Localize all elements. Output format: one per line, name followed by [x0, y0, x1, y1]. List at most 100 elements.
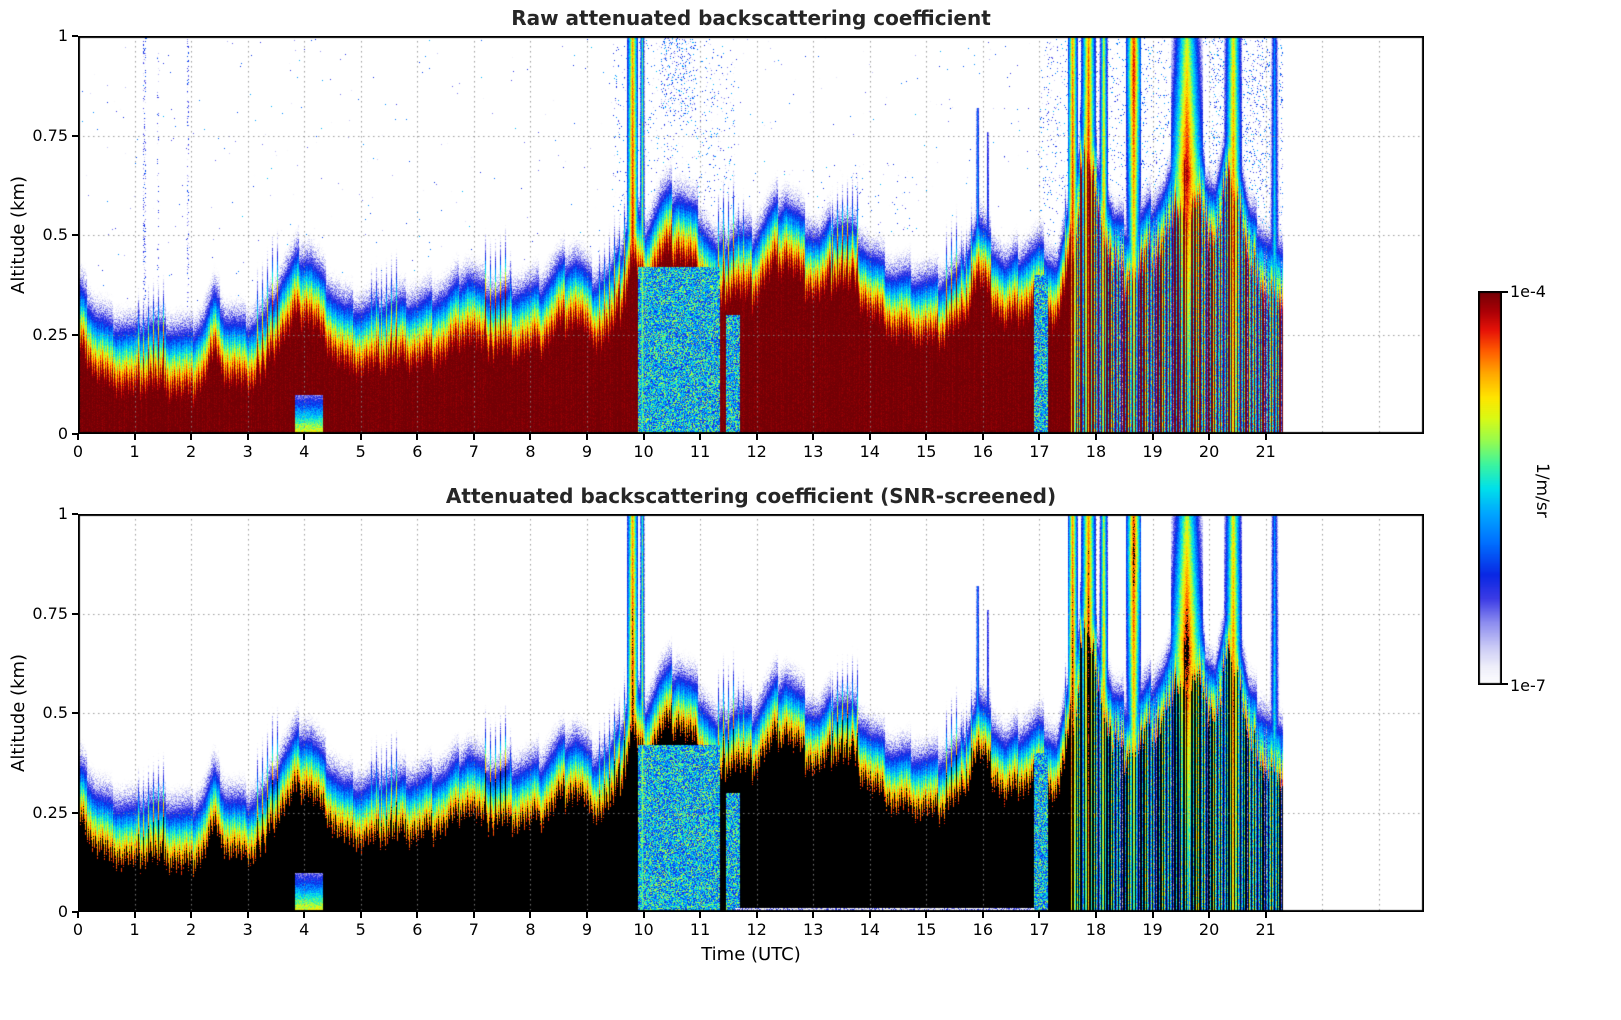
x-tick-mark — [77, 912, 79, 918]
x-tick-label: 0 — [72, 920, 84, 939]
colorbar-max-tick — [1502, 291, 1508, 293]
y-tick-mark — [72, 433, 78, 435]
x-tick-mark — [642, 912, 645, 918]
x-tick-mark — [1094, 912, 1097, 918]
y-tick-mark — [72, 612, 78, 615]
x-tick-label: 1 — [129, 442, 140, 461]
x-tick-mark — [77, 434, 79, 440]
x-tick-label: 4 — [299, 920, 310, 939]
y-tick-mark — [72, 134, 78, 137]
x-tick-label: 20 — [1198, 920, 1220, 939]
x-tick-mark — [303, 912, 306, 918]
y-tick-mark — [72, 333, 78, 336]
x-tick-label: 16 — [972, 442, 994, 461]
y-tick-label: 0.5 — [42, 703, 68, 722]
x-tick-mark — [246, 434, 249, 440]
x-tick-mark — [642, 434, 645, 440]
x-tick-mark — [529, 434, 532, 440]
x-tick-mark — [755, 434, 758, 440]
x-tick-mark — [1264, 434, 1267, 440]
y-tick-mark — [72, 911, 78, 913]
x-tick-label: 7 — [468, 920, 479, 939]
x-tick-mark — [1151, 912, 1154, 918]
x-tick-label: 9 — [581, 920, 593, 939]
x-tick-label: 11 — [689, 920, 711, 939]
x-tick-label: 15 — [916, 442, 937, 461]
x-tick-label: 18 — [1085, 442, 1107, 461]
x-tick-mark — [868, 434, 871, 440]
x-tick-mark — [1038, 434, 1041, 440]
x-tick-mark — [1038, 912, 1041, 918]
colorbar-min-tick — [1502, 683, 1508, 685]
x-tick-mark — [246, 912, 249, 918]
x-tick-label: 15 — [916, 920, 937, 939]
x-tick-label: 8 — [525, 920, 536, 939]
x-tick-label: 9 — [581, 442, 593, 461]
x-tick-mark — [812, 912, 815, 918]
x-tick-mark — [812, 434, 815, 440]
x-tick-label: 17 — [1029, 920, 1050, 939]
raw-panel-title: Raw attenuated backscattering coefficien… — [511, 6, 991, 30]
x-tick-label: 13 — [803, 442, 824, 461]
x-tick-mark — [1264, 912, 1267, 918]
x-tick-mark — [472, 912, 475, 918]
x-tick-label: 10 — [633, 920, 654, 939]
y-tick-label: 0.75 — [32, 603, 68, 623]
y-tick-label: 1 — [57, 504, 68, 523]
x-tick-label: 12 — [746, 920, 767, 939]
x-tick-mark — [1208, 434, 1211, 440]
x-tick-mark — [699, 434, 702, 440]
x-tick-label: 21 — [1255, 920, 1276, 939]
y-tick-mark — [72, 811, 78, 814]
x-tick-label: 8 — [525, 442, 536, 461]
x-tick-label: 12 — [746, 442, 767, 461]
colorbar-min-label: 1e-7 — [1510, 676, 1546, 695]
x-tick-label: 10 — [633, 442, 654, 461]
x-tick-label: 11 — [689, 442, 711, 461]
x-tick-mark — [190, 434, 193, 440]
x-tick-mark — [981, 434, 984, 440]
x-tick-mark — [359, 434, 362, 440]
x-tick-label: 5 — [355, 920, 366, 939]
x-tick-mark — [359, 912, 362, 918]
screened-panel-title: Attenuated backscattering coefficient (S… — [445, 484, 1057, 508]
colorbar-max-label: 1e-4 — [1510, 282, 1546, 301]
colorbar — [1478, 291, 1502, 685]
y-tick-label: 0.25 — [32, 324, 68, 344]
x-tick-label: 3 — [242, 920, 253, 939]
x-tick-mark — [585, 434, 588, 440]
x-tick-mark — [981, 912, 984, 918]
x-tick-mark — [925, 434, 928, 440]
x-tick-label: 1 — [129, 920, 140, 939]
y-tick-label: 0.25 — [32, 802, 68, 822]
x-tick-label: 4 — [299, 442, 310, 461]
x-tick-mark — [133, 912, 136, 918]
x-tick-label: 5 — [355, 442, 366, 461]
raw-backscatter-heatmap — [78, 36, 1424, 434]
x-tick-label: 21 — [1255, 442, 1276, 461]
x-tick-label: 18 — [1085, 920, 1107, 939]
y-tick-label: 0.5 — [42, 225, 68, 244]
x-tick-mark — [416, 912, 419, 918]
y-tick-mark — [72, 234, 78, 236]
y-tick-mark — [72, 513, 78, 515]
x-tick-label: 19 — [1142, 442, 1163, 461]
screened-backscatter-heatmap — [78, 514, 1424, 912]
x-tick-mark — [303, 434, 306, 440]
x-tick-mark — [133, 434, 136, 440]
colorbar-unit-label: 1/m/sr — [1532, 462, 1552, 518]
y-tick-label: 1 — [57, 26, 68, 45]
x-tick-mark — [755, 912, 758, 918]
x-tick-label: 3 — [242, 442, 253, 461]
x-tick-label: 16 — [972, 920, 994, 939]
x-tick-label: 20 — [1198, 442, 1220, 461]
x-tick-mark — [416, 434, 419, 440]
x-tick-label: 14 — [859, 442, 880, 461]
x-tick-mark — [699, 912, 702, 918]
x-tick-label: 14 — [859, 920, 880, 939]
x-tick-label: 6 — [412, 920, 423, 939]
x-tick-mark — [529, 912, 532, 918]
x-axis-label: Time (UTC) — [701, 944, 801, 965]
x-tick-label: 19 — [1142, 920, 1163, 939]
